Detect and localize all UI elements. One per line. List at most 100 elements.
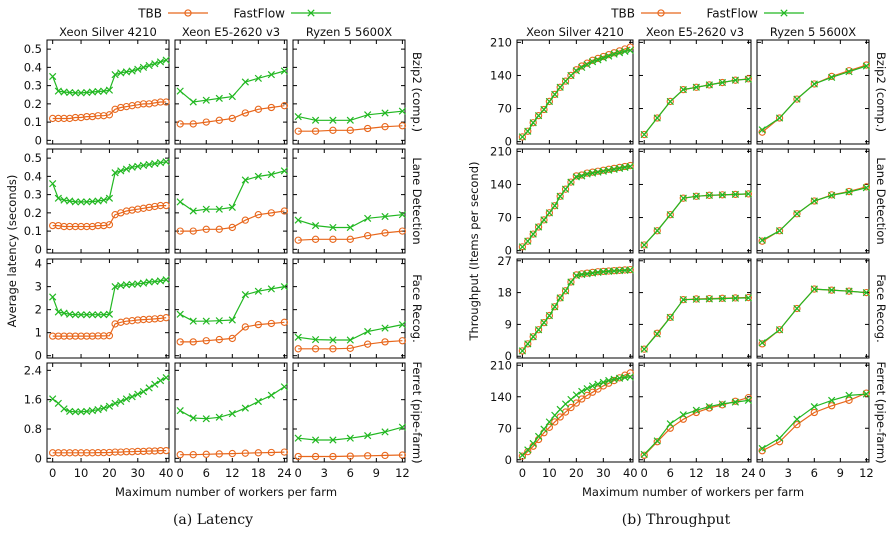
data-point-fastflow — [518, 243, 527, 251]
data-point-tbb — [254, 105, 262, 113]
row-label: Lane Detection — [410, 157, 424, 244]
data-point-fastflow — [666, 211, 674, 219]
data-point-fastflow — [94, 405, 102, 414]
panel-frame — [516, 258, 634, 359]
x-tick-label: 40 — [159, 466, 174, 480]
y-tick-label: 0 — [35, 242, 42, 256]
data-point-fastflow — [128, 67, 136, 75]
panel-frame — [292, 39, 406, 145]
data-point-fastflow — [692, 192, 700, 200]
series-line-tbb — [52, 450, 167, 454]
data-point-fastflow — [679, 194, 687, 202]
data-point-fastflow — [518, 347, 527, 355]
data-point-tbb — [202, 225, 210, 233]
y-axis-label: Average latency (seconds) — [5, 175, 19, 328]
data-point-tbb — [775, 227, 784, 235]
series-line-tbb — [298, 230, 403, 241]
y-tick-label: 70 — [497, 421, 512, 435]
panel — [756, 148, 871, 254]
data-point-fastflow — [294, 333, 302, 341]
data-point-fastflow — [679, 411, 687, 419]
panel-frame — [638, 362, 752, 463]
series-line-fastflow — [52, 161, 167, 203]
panel: 0 70 140 210 — [490, 144, 634, 258]
y-tick-label: 140 — [490, 177, 512, 191]
data-point-tbb — [551, 418, 559, 426]
data-point-fastflow — [54, 308, 62, 316]
data-point-fastflow — [241, 291, 249, 299]
data-point-fastflow — [679, 296, 687, 304]
data-point-tbb — [398, 337, 407, 345]
data-point-fastflow — [294, 434, 302, 442]
data-point-fastflow — [653, 437, 661, 445]
series-line-tbb — [761, 288, 867, 345]
data-point-fastflow — [83, 88, 91, 97]
row-label: Face Recog. — [874, 274, 886, 343]
row-label: Ferret (pipe-farm) — [874, 361, 886, 463]
data-point-fastflow — [122, 395, 131, 403]
panel-frame — [638, 39, 752, 145]
data-point-fastflow — [810, 80, 818, 88]
panel-frame — [46, 39, 170, 145]
data-point-fastflow — [731, 76, 739, 84]
data-point-fastflow — [88, 311, 97, 319]
data-point-fastflow — [145, 384, 153, 392]
x-tick-label: 0 — [759, 466, 766, 480]
data-point-fastflow — [77, 408, 85, 416]
data-point-tbb — [561, 185, 570, 193]
data-point-fastflow — [793, 415, 801, 423]
y-tick-label: 0 — [505, 135, 512, 149]
y-tick-label: 1.6 — [24, 393, 42, 407]
x-tick-label: 12 — [859, 466, 874, 480]
data-point-fastflow — [54, 399, 62, 407]
data-point-fastflow — [83, 407, 91, 416]
data-point-fastflow — [845, 287, 853, 295]
panel-frame — [174, 148, 288, 254]
data-point-fastflow — [810, 197, 818, 205]
data-point-tbb — [692, 408, 700, 417]
data-point-fastflow — [128, 280, 136, 288]
panel: 0 0.1 0.2 0.3 0.4 0.5 — [24, 148, 170, 256]
series-line-tbb — [521, 269, 631, 352]
legend-label-fastflow: FastFlow — [706, 7, 758, 21]
data-point-fastflow — [551, 303, 559, 311]
data-point-tbb — [583, 391, 591, 400]
x-tick-label: 30 — [596, 466, 611, 480]
data-point-fastflow — [105, 310, 114, 318]
panel-frame — [174, 258, 288, 359]
data-point-fastflow — [679, 86, 687, 94]
y-tick-label: 18 — [497, 286, 512, 300]
data-point-fastflow — [567, 278, 575, 286]
panel-frame — [756, 362, 870, 463]
data-point-fastflow — [254, 397, 262, 406]
data-point-tbb — [215, 450, 223, 458]
series-line-tbb — [180, 105, 285, 125]
series-line-fastflow — [52, 279, 167, 316]
series-line-tbb — [52, 205, 167, 228]
data-point-fastflow — [551, 202, 559, 210]
data-point-fastflow — [151, 60, 159, 68]
data-point-fastflow — [100, 311, 108, 319]
data-point-fastflow — [66, 407, 74, 416]
panel-frame — [292, 362, 406, 463]
data-point-tbb — [540, 318, 548, 327]
data-point-tbb — [545, 209, 554, 217]
panel-frame — [516, 39, 634, 145]
data-point-fastflow — [545, 97, 553, 106]
data-point-fastflow — [254, 74, 262, 82]
data-point-tbb — [810, 80, 818, 88]
series-line-tbb — [761, 392, 867, 452]
y-tick-label: 0.1 — [24, 224, 42, 238]
panel-frame — [174, 39, 288, 145]
data-point-fastflow — [228, 203, 236, 212]
data-point-tbb — [280, 448, 289, 456]
data-point-fastflow — [156, 159, 165, 167]
data-point-tbb — [828, 402, 836, 410]
data-point-fastflow — [810, 403, 818, 411]
data-point-fastflow — [94, 197, 102, 205]
data-point-tbb — [329, 126, 337, 134]
data-point-fastflow — [705, 81, 713, 89]
column-title: Ryzen 5 5600X — [770, 25, 856, 39]
data-point-fastflow — [77, 311, 85, 319]
